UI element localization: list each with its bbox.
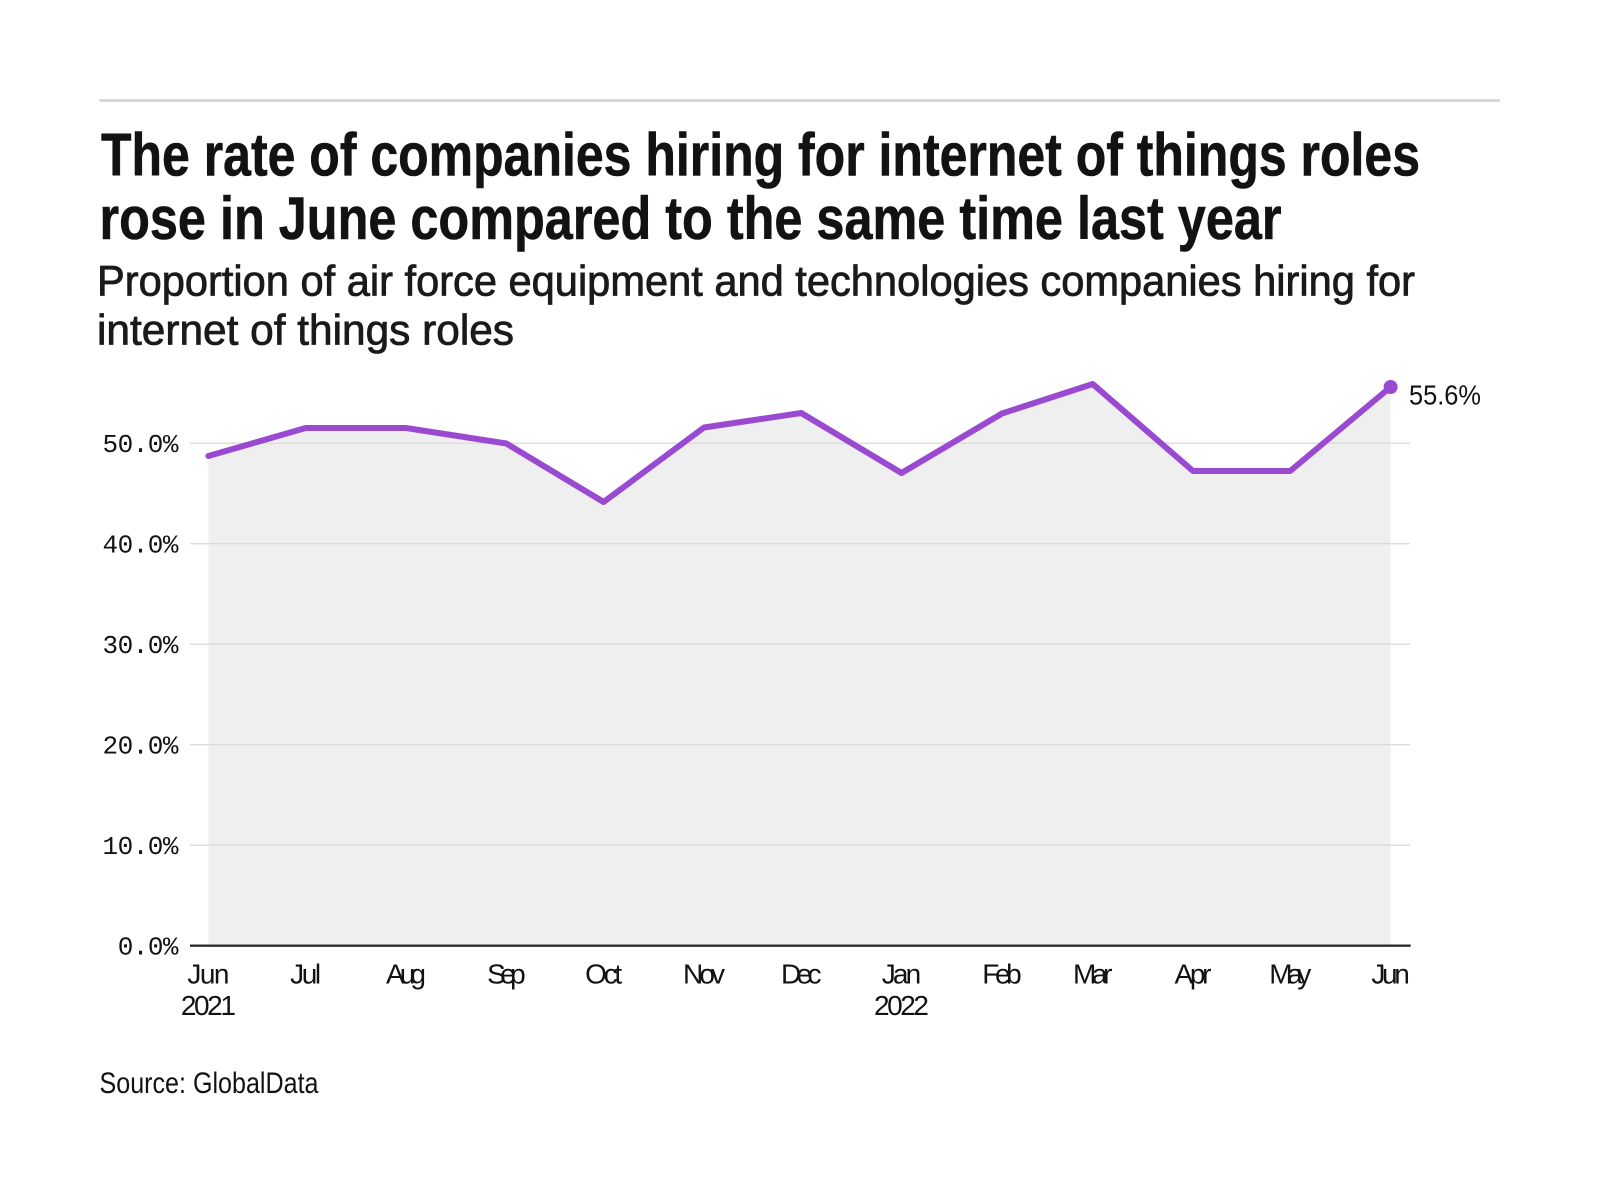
svg-text:30.0%: 30.0% (103, 631, 179, 661)
svg-text:55.6%: 55.6% (1409, 380, 1481, 411)
svg-text:Jun: Jun (1371, 959, 1410, 990)
svg-text:Sep: Sep (487, 959, 526, 990)
svg-text:Source: GlobalData: Source: GlobalData (100, 1067, 319, 1100)
svg-text:May: May (1269, 959, 1311, 990)
svg-text:rose in June compared to the s: rose in June compared to the same time l… (100, 185, 1282, 252)
svg-text:20.0%: 20.0% (103, 732, 179, 762)
svg-text:Jul: Jul (290, 959, 321, 990)
svg-text:50.0%: 50.0% (103, 430, 179, 460)
svg-text:Feb: Feb (982, 959, 1022, 990)
svg-text:40.0%: 40.0% (103, 531, 179, 561)
svg-text:Mar: Mar (1073, 959, 1113, 990)
svg-text:2021: 2021 (181, 990, 236, 1021)
svg-text:Dec: Dec (781, 959, 822, 990)
svg-text:Jan: Jan (882, 959, 922, 990)
svg-text:Proportion of air force equipm: Proportion of air force equipment and te… (97, 258, 1415, 306)
svg-text:Jun: Jun (187, 959, 229, 990)
svg-text:Oct: Oct (585, 959, 622, 990)
svg-text:2022: 2022 (874, 990, 929, 1021)
svg-text:Apr: Apr (1175, 959, 1212, 990)
svg-text:internet of things roles: internet of things roles (97, 307, 514, 355)
svg-text:The rate of companies hiring f: The rate of companies hiring for interne… (101, 122, 1420, 189)
svg-text:Nov: Nov (683, 959, 725, 990)
svg-text:0.0%: 0.0% (118, 933, 179, 963)
svg-text:10.0%: 10.0% (103, 832, 179, 862)
svg-text:Aug: Aug (386, 959, 426, 990)
